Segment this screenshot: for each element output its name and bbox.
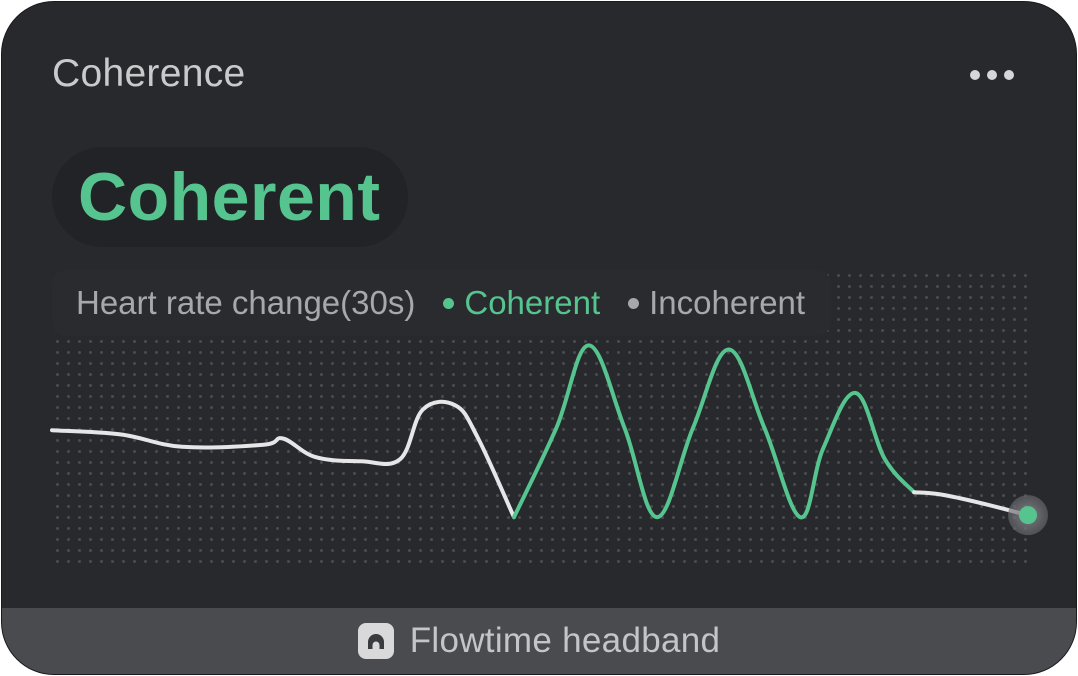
chart-legend: Heart rate change(30s) Coherent Incohere… [52, 270, 832, 336]
series-line-incoherent-0 [50, 399, 516, 520]
series-line-incoherent-2 [912, 490, 1030, 518]
current-point-marker [1019, 506, 1037, 525]
status-label: Coherent [78, 159, 381, 235]
status-badge: Coherent [52, 147, 408, 247]
headband-icon [357, 623, 394, 659]
legend-label-coherent: Coherent [464, 284, 601, 321]
more-horizontal-icon-dot [970, 70, 980, 80]
heart-rate-chart: Heart rate change(30s) Coherent Incohere… [50, 270, 1048, 570]
chart-title: Heart rate change(30s) [76, 284, 416, 321]
legend-dot-incoherent [628, 297, 640, 309]
series-line-coherent-1 [512, 343, 917, 520]
more-horizontal-icon-dot [987, 70, 997, 80]
legend-dot-coherent [443, 297, 455, 309]
more-options-button[interactable] [960, 58, 1024, 92]
device-label: Flowtime headband [409, 621, 721, 660]
card-title: Coherence [52, 52, 246, 95]
more-horizontal-icon-dot [1004, 70, 1014, 80]
legend-label-incoherent: Incoherent [649, 284, 806, 321]
device-footer[interactable]: Flowtime headband [2, 608, 1076, 674]
